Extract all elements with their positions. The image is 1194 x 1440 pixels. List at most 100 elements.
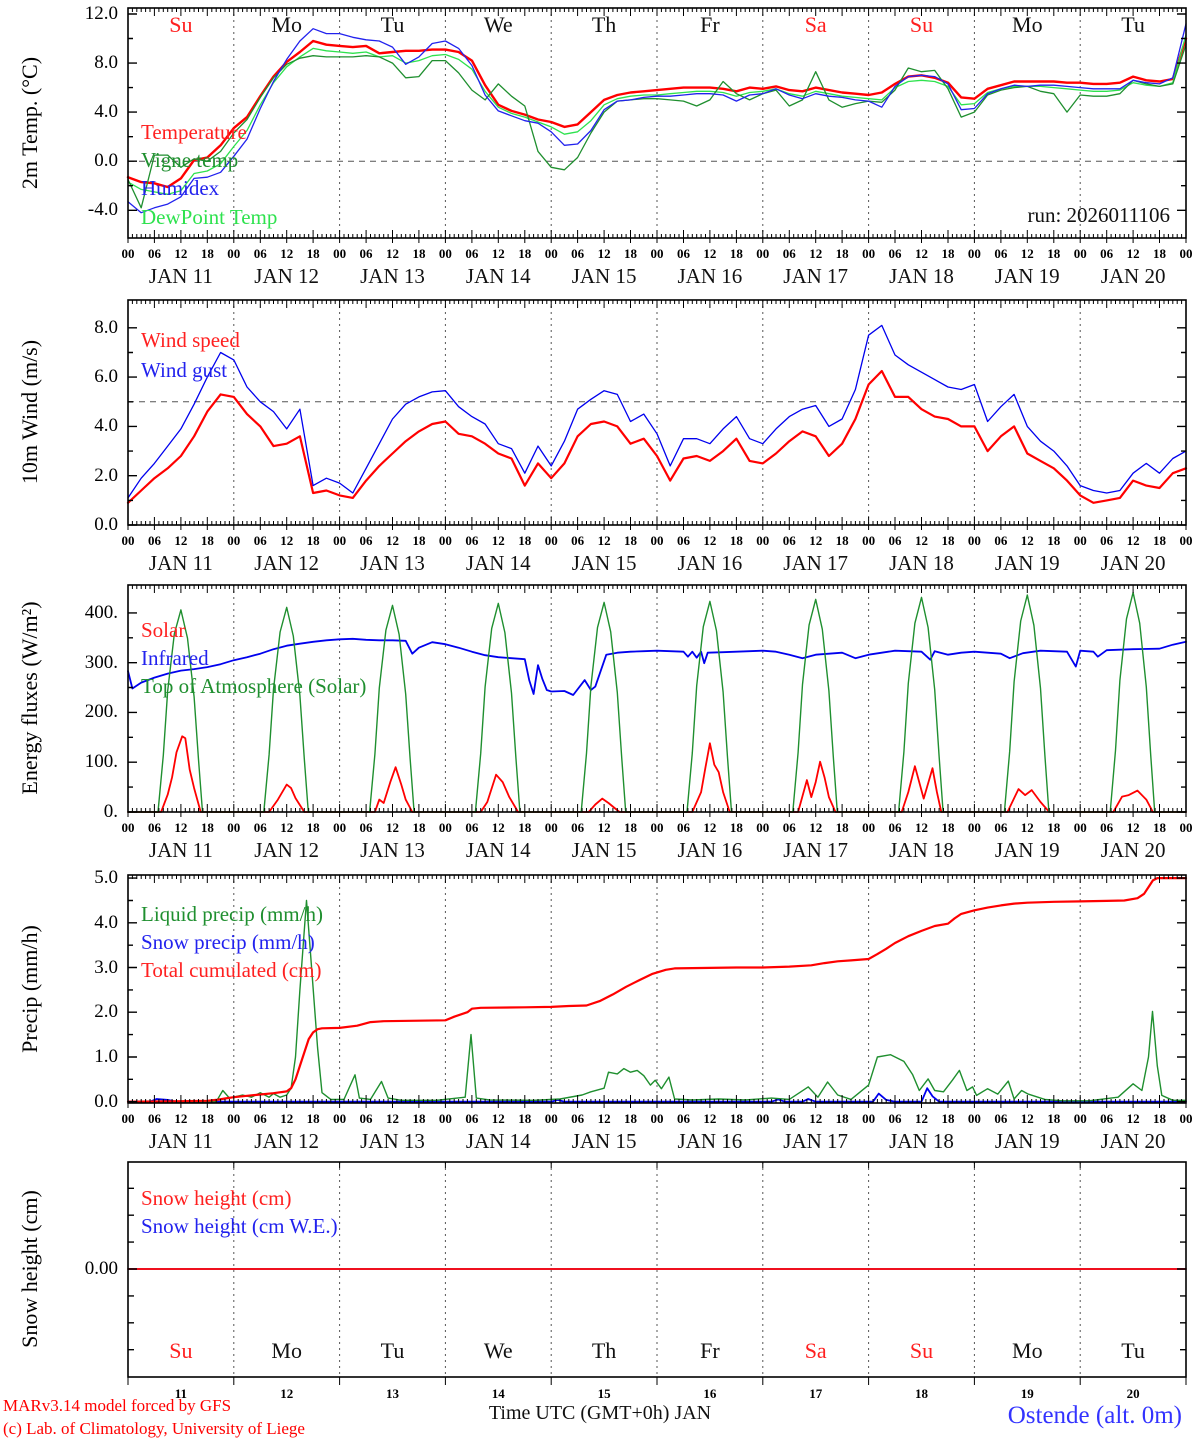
hour-label: 06 [147, 246, 161, 261]
day-name-bottom: We [483, 1338, 513, 1363]
date-label: JAN 18 [889, 838, 954, 862]
hour-label: 12 [809, 246, 823, 261]
hour-label: 06 [253, 820, 267, 835]
hour-label: 00 [544, 1111, 558, 1126]
hour-label: 18 [306, 820, 320, 835]
date-label: JAN 19 [994, 838, 1060, 862]
hour-label: 00 [438, 533, 452, 548]
hour-label: 12 [491, 246, 505, 261]
date-label: JAN 12 [254, 838, 320, 862]
day-name-bottom: Mo [271, 1338, 302, 1363]
day-number-label: 19 [1020, 1386, 1034, 1401]
hour-tick-comb [127, 585, 1187, 817]
y-tick-label: 200. [84, 701, 118, 723]
hour-label: 06 [782, 246, 796, 261]
hour-label: 12 [174, 533, 188, 548]
hour-label: 06 [359, 533, 373, 548]
hour-label: 12 [386, 246, 399, 261]
hour-label: 06 [465, 1111, 479, 1126]
hour-label: 06 [359, 820, 373, 835]
hour-label: 00 [438, 1111, 452, 1126]
hour-label: 00 [333, 533, 347, 548]
hour-label: 12 [280, 246, 294, 261]
legend-wind-speed: Wind speed [141, 328, 240, 352]
day-name-bottom: Fr [700, 1338, 720, 1363]
y-tick-label: 400. [84, 601, 118, 623]
hour-label: 00 [862, 533, 876, 548]
hour-label: 18 [729, 1111, 743, 1126]
y-tick-label: -4.0 [87, 199, 118, 221]
hour-label: 06 [359, 1111, 373, 1126]
date-label: JAN 20 [1100, 264, 1166, 288]
hour-label: 06 [782, 533, 796, 548]
day-name-bottom: Tu [1121, 1338, 1145, 1363]
hour-label: 18 [200, 1111, 214, 1126]
y-axis-title-snow: Snow height (cm) [17, 1190, 42, 1348]
day-number-label: 17 [809, 1386, 823, 1401]
hour-label: 00 [121, 1111, 135, 1126]
hour-label: 06 [1100, 820, 1114, 835]
hour-label: 18 [729, 820, 743, 835]
date-label: JAN 17 [783, 551, 849, 575]
y-tick-label: 6.0 [94, 366, 118, 388]
hour-label: 06 [1100, 1111, 1114, 1126]
date-label: JAN 13 [360, 264, 425, 288]
day-name-bottom: Th [591, 1338, 617, 1363]
date-label: JAN 16 [677, 551, 743, 575]
hour-label: 00 [227, 1111, 241, 1126]
hour-label: 18 [412, 820, 426, 835]
y-axis-ticks [128, 877, 1186, 1103]
day-name-bottom: Mo [1012, 1338, 1043, 1363]
date-label: JAN 17 [783, 264, 849, 288]
hour-label: 00 [1179, 533, 1193, 548]
hour-label: 18 [941, 246, 955, 261]
hour-label: 18 [624, 1111, 638, 1126]
hour-label: 18 [729, 533, 743, 548]
date-label: JAN 14 [465, 551, 531, 575]
hour-label: 06 [147, 1111, 161, 1126]
date-label: JAN 11 [148, 838, 213, 862]
hour-label: 12 [1126, 533, 1140, 548]
y-axis-ticks [128, 327, 1186, 526]
hour-label: 18 [306, 1111, 320, 1126]
hour-label: 12 [491, 533, 505, 548]
hour-label: 12 [1126, 820, 1140, 835]
hour-label: 12 [174, 1111, 188, 1126]
day-name-top: Su [169, 12, 193, 37]
hour-label: 00 [438, 820, 452, 835]
hour-label: 00 [756, 1111, 770, 1126]
hour-label: 12 [386, 533, 399, 548]
date-label: JAN 15 [571, 838, 637, 862]
hour-label: 00 [227, 246, 241, 261]
hour-label: 00 [544, 533, 558, 548]
y-axis-ticks [128, 13, 1186, 211]
hour-label: 00 [333, 1111, 347, 1126]
hour-tick-comb [127, 875, 1187, 1108]
day-name-top: Tu [380, 12, 405, 37]
day-name-top: Sa [804, 12, 827, 37]
hour-label: 12 [1020, 820, 1034, 835]
hour-label: 18 [518, 533, 532, 548]
hour-label: 00 [544, 246, 558, 261]
hour-label: 00 [650, 533, 664, 548]
hour-label: 18 [518, 820, 532, 835]
date-label: JAN 20 [1100, 551, 1166, 575]
hour-label: 18 [835, 820, 849, 835]
date-label: JAN 16 [677, 1129, 743, 1153]
day-number-label: 11 [174, 1386, 188, 1401]
hour-label: 00 [333, 246, 347, 261]
date-label: JAN 15 [571, 551, 637, 575]
hour-label: 12 [703, 533, 717, 548]
hour-label: 18 [835, 533, 849, 548]
hour-label: 00 [862, 1111, 876, 1126]
date-label: JAN 18 [889, 551, 954, 575]
y-tick-label: 4.0 [94, 101, 118, 123]
date-label: JAN 17 [783, 838, 849, 862]
hour-label: 12 [1020, 533, 1034, 548]
series-liquid-precip-mm-h- [127, 899, 1187, 1103]
date-label: JAN 14 [465, 838, 531, 862]
hour-label: 18 [1153, 533, 1167, 548]
day-name-bottom: Tu [380, 1338, 405, 1363]
hour-label: 00 [1073, 1111, 1087, 1126]
hour-label: 18 [1047, 820, 1061, 835]
